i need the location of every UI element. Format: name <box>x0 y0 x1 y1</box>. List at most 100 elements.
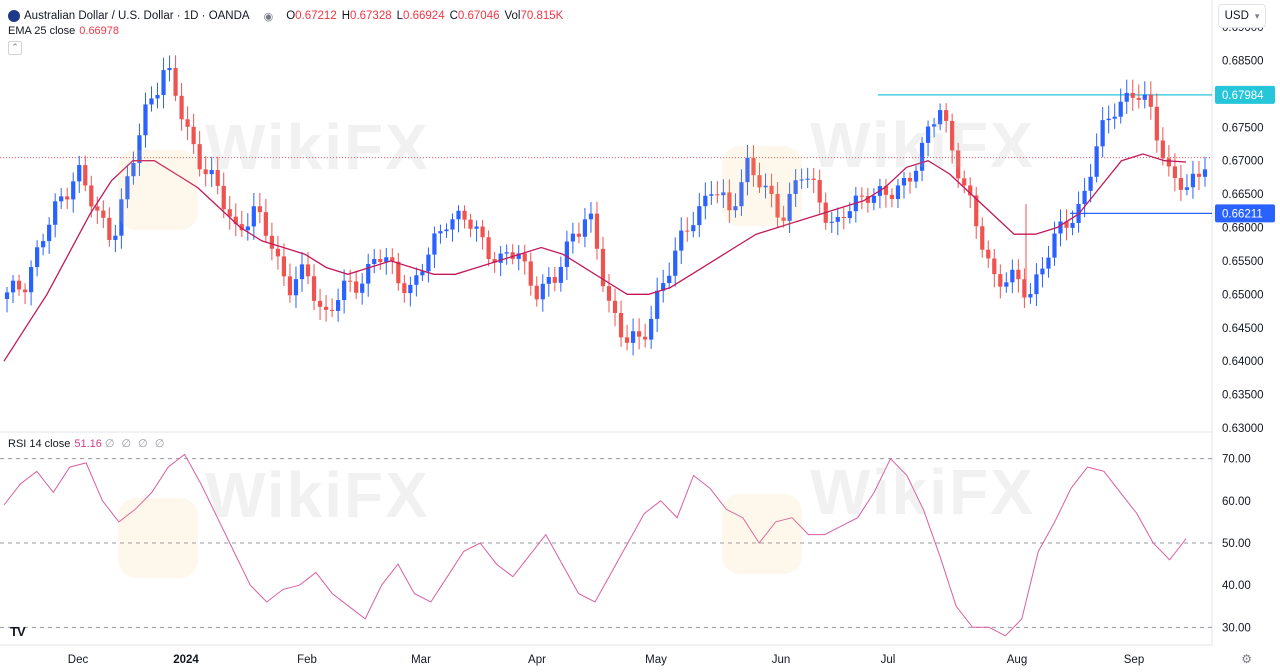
candle-body[interactable] <box>233 216 238 225</box>
candle-body[interactable] <box>83 165 88 186</box>
candle-body[interactable] <box>414 275 419 285</box>
candle-body[interactable] <box>1046 257 1051 269</box>
candle-body[interactable] <box>348 280 353 282</box>
candle-body[interactable] <box>540 283 545 300</box>
candle-body[interactable] <box>269 235 274 249</box>
candle-body[interactable] <box>950 120 955 151</box>
candle-body[interactable] <box>227 209 232 217</box>
candle-body[interactable] <box>53 201 58 225</box>
candle-body[interactable] <box>149 98 154 105</box>
candle-body[interactable] <box>1052 233 1057 258</box>
candle-body[interactable] <box>173 68 178 96</box>
candle-body[interactable] <box>558 266 563 283</box>
candle-body[interactable] <box>378 259 383 262</box>
candle-body[interactable] <box>757 175 762 188</box>
candle-body[interactable] <box>679 230 684 251</box>
candle-body[interactable] <box>998 274 1003 287</box>
candle-body[interactable] <box>727 192 732 211</box>
candle-body[interactable] <box>107 217 112 240</box>
rsi-line[interactable] <box>3 453 1187 637</box>
candle-body[interactable] <box>1106 118 1111 121</box>
candle-body[interactable] <box>203 169 208 175</box>
candle-body[interactable] <box>895 185 901 200</box>
candle-body[interactable] <box>1148 94 1153 107</box>
candle-body[interactable] <box>185 119 190 127</box>
candle-body[interactable] <box>95 206 100 211</box>
candle-body[interactable] <box>28 267 34 293</box>
candle-body[interactable] <box>287 276 293 296</box>
candle-body[interactable] <box>89 185 94 207</box>
candle-body[interactable] <box>131 163 136 177</box>
candle-body[interactable] <box>438 231 443 234</box>
candle-body[interactable] <box>637 331 642 337</box>
candle-body[interactable] <box>787 193 792 221</box>
candle-body[interactable] <box>630 331 636 343</box>
candle-body[interactable] <box>643 336 648 340</box>
candle-body[interactable] <box>552 277 557 283</box>
candle-body[interactable] <box>709 194 714 196</box>
candle-body[interactable] <box>47 224 52 242</box>
candle-body[interactable] <box>763 185 768 188</box>
candle-body[interactable] <box>931 124 937 127</box>
candle-body[interactable] <box>329 309 335 311</box>
candle-body[interactable] <box>468 219 473 229</box>
candle-body[interactable] <box>161 70 166 96</box>
candle-body[interactable] <box>841 216 846 219</box>
candle-body[interactable] <box>805 178 810 180</box>
candle-body[interactable] <box>594 213 600 249</box>
candle-body[interactable] <box>1118 101 1123 117</box>
candle-body[interactable] <box>257 206 262 213</box>
candle-body[interactable] <box>281 256 287 277</box>
candle-body[interactable] <box>1016 269 1021 280</box>
candle-body[interactable] <box>1154 106 1159 141</box>
candle-body[interactable] <box>721 192 726 196</box>
candle-body[interactable] <box>992 258 997 275</box>
collapse-legend-button[interactable]: ⌃ <box>8 41 22 55</box>
candle-body[interactable] <box>564 241 569 267</box>
candle-body[interactable] <box>751 157 756 176</box>
candle-body[interactable] <box>907 177 913 182</box>
tradingview-logo[interactable]: TV <box>10 624 26 639</box>
candle-body[interactable] <box>35 247 40 268</box>
candle-body[interactable] <box>311 276 317 301</box>
candle-body[interactable] <box>215 170 220 186</box>
candle-body[interactable] <box>817 179 822 203</box>
candle-body[interactable] <box>606 286 612 301</box>
candle-body[interactable] <box>492 259 497 263</box>
candle-body[interactable] <box>685 230 690 232</box>
candle-body[interactable] <box>576 233 582 237</box>
candle-body[interactable] <box>113 235 118 240</box>
candle-body[interactable] <box>661 283 666 291</box>
candle-body[interactable] <box>1202 169 1208 177</box>
candle-body[interactable] <box>1034 274 1039 295</box>
eye-icon[interactable]: ◉ <box>263 10 274 23</box>
candle-body[interactable] <box>624 337 630 343</box>
candle-body[interactable] <box>486 237 491 260</box>
candle-body[interactable] <box>245 226 250 231</box>
candle-body[interactable] <box>1058 221 1063 234</box>
candle-body[interactable] <box>101 210 106 218</box>
candle-body[interactable] <box>1082 190 1087 205</box>
candle-body[interactable] <box>143 104 148 136</box>
candle-body[interactable] <box>835 216 840 222</box>
candle-body[interactable] <box>715 194 720 196</box>
candle-body[interactable] <box>251 206 256 227</box>
candle-body[interactable] <box>221 185 226 210</box>
candle-body[interactable] <box>263 212 268 236</box>
candle-body[interactable] <box>456 210 461 220</box>
candle-body[interactable] <box>1166 158 1171 167</box>
candle-body[interactable] <box>390 257 395 262</box>
candle-body[interactable] <box>938 110 943 125</box>
candle-body[interactable] <box>1100 120 1105 147</box>
candle-body[interactable] <box>354 281 359 293</box>
candle-body[interactable] <box>655 290 660 319</box>
candle-body[interactable] <box>889 194 895 200</box>
candle-body[interactable] <box>739 182 744 207</box>
candle-body[interactable] <box>697 206 702 226</box>
candle-body[interactable] <box>119 199 124 236</box>
candle-body[interactable] <box>420 271 425 276</box>
candle-body[interactable] <box>1160 140 1165 159</box>
candle-body[interactable] <box>612 300 618 314</box>
candle-body[interactable] <box>986 249 991 259</box>
